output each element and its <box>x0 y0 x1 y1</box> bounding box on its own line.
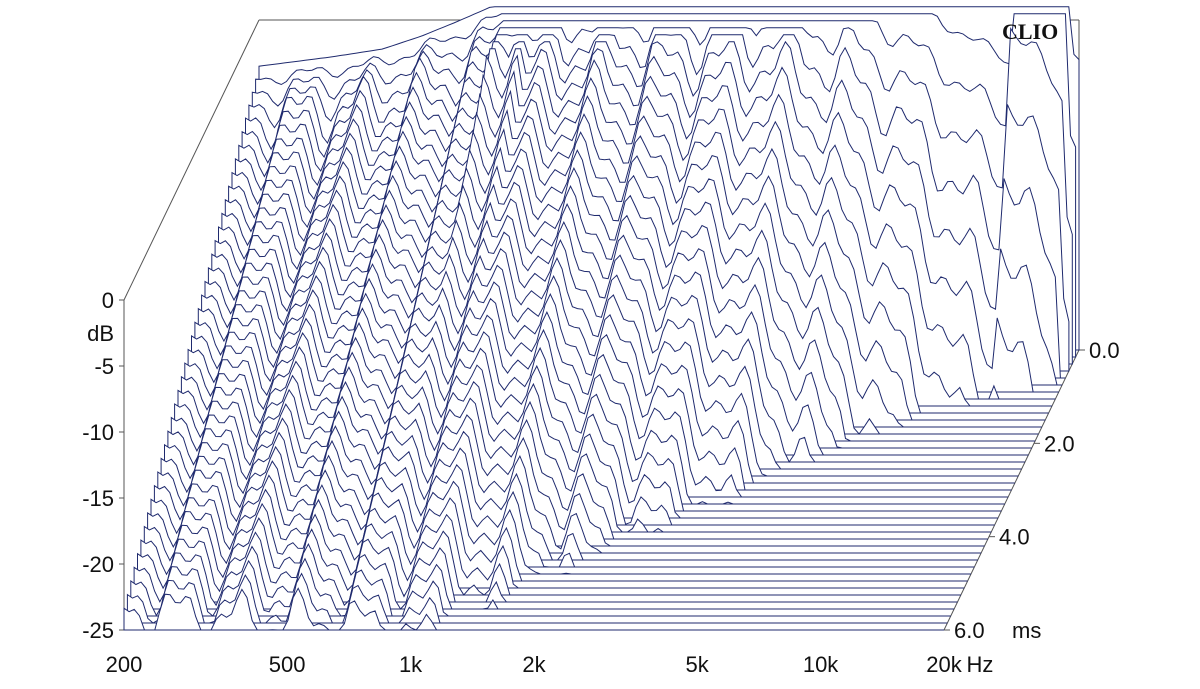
x-tick-label: 10k <box>803 652 839 677</box>
axis-labels: 0 -5 -10 -15 -20 -25 dB 200 500 1k 2k 5k 10k 20k Hz 0.0… <box>82 288 1119 677</box>
z-tick-label: 0.0 <box>1089 338 1120 363</box>
slice-40 <box>123 587 944 631</box>
y-tick-label: -25 <box>82 618 114 643</box>
frame-edge-1 <box>123 19 260 301</box>
x-tick-label: 200 <box>106 652 143 677</box>
y-tick-label: -10 <box>82 420 114 445</box>
y-tick-label: -20 <box>82 552 114 577</box>
x-tick-label: 20k <box>926 652 962 677</box>
z-tick-label: 2.0 <box>1044 431 1075 456</box>
brand-logo: CLIO <box>1002 19 1058 44</box>
slice-39 <box>126 572 948 624</box>
y-axis-title: dB <box>87 321 114 346</box>
x-tick-label: 1k <box>399 652 423 677</box>
x-tick-label: 5k <box>686 652 710 677</box>
slice-38 <box>130 557 951 617</box>
y-tick-label: 0 <box>102 288 114 313</box>
slice-35 <box>140 513 961 596</box>
x-axis-title: Hz <box>967 652 994 677</box>
y-tick-label: -15 <box>82 486 114 511</box>
z-tick-label: 6.0 <box>954 618 985 643</box>
decay-slices <box>123 6 1080 631</box>
slice-34 <box>143 498 965 589</box>
x-tick-label: 2k <box>522 652 546 677</box>
x-tick-label: 500 <box>269 652 306 677</box>
slice-36 <box>137 528 958 603</box>
z-axis-title: ms <box>1012 618 1041 643</box>
y-tick-label: -5 <box>94 354 114 379</box>
z-tick-label: 4.0 <box>999 525 1030 550</box>
